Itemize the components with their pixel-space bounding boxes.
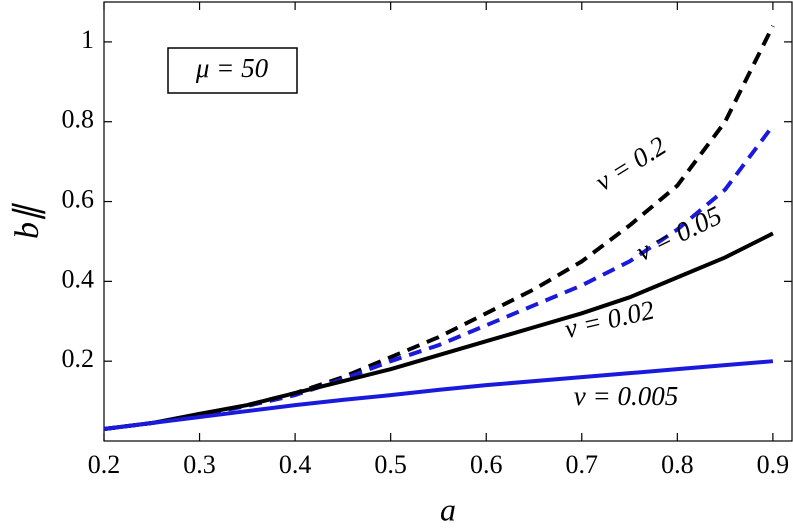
x-tick-label: 0.3 bbox=[183, 450, 216, 479]
y-tick-label: 0.6 bbox=[62, 185, 95, 214]
x-tick-label: 0.2 bbox=[88, 450, 121, 479]
y-axis-label: b∥ bbox=[9, 202, 46, 239]
x-axis-label: a bbox=[440, 491, 456, 527]
x-tick-label: 0.6 bbox=[470, 450, 503, 479]
annotation: μ = 50 bbox=[195, 53, 269, 83]
x-tick-label: 0.9 bbox=[757, 450, 790, 479]
x-tick-label: 0.4 bbox=[279, 450, 312, 479]
y-tick-label: 0.8 bbox=[62, 105, 95, 134]
y-tick-label: 0.2 bbox=[62, 344, 95, 373]
plot-frame bbox=[103, 1, 793, 442]
x-tick-label: 0.8 bbox=[661, 450, 694, 479]
series-line bbox=[103, 231, 774, 432]
series-label: v = 0.02 bbox=[562, 294, 657, 344]
y-tick-label: 1 bbox=[81, 25, 94, 54]
series-label: v = 0.2 bbox=[590, 130, 672, 196]
x-tick-label: 0.7 bbox=[566, 450, 599, 479]
x-tick-label: 0.5 bbox=[374, 450, 407, 479]
annotation-box bbox=[167, 47, 298, 94]
y-tick-label: 0.4 bbox=[62, 264, 95, 293]
series-line bbox=[103, 359, 774, 432]
series-label: v = 0.005 bbox=[574, 381, 678, 411]
